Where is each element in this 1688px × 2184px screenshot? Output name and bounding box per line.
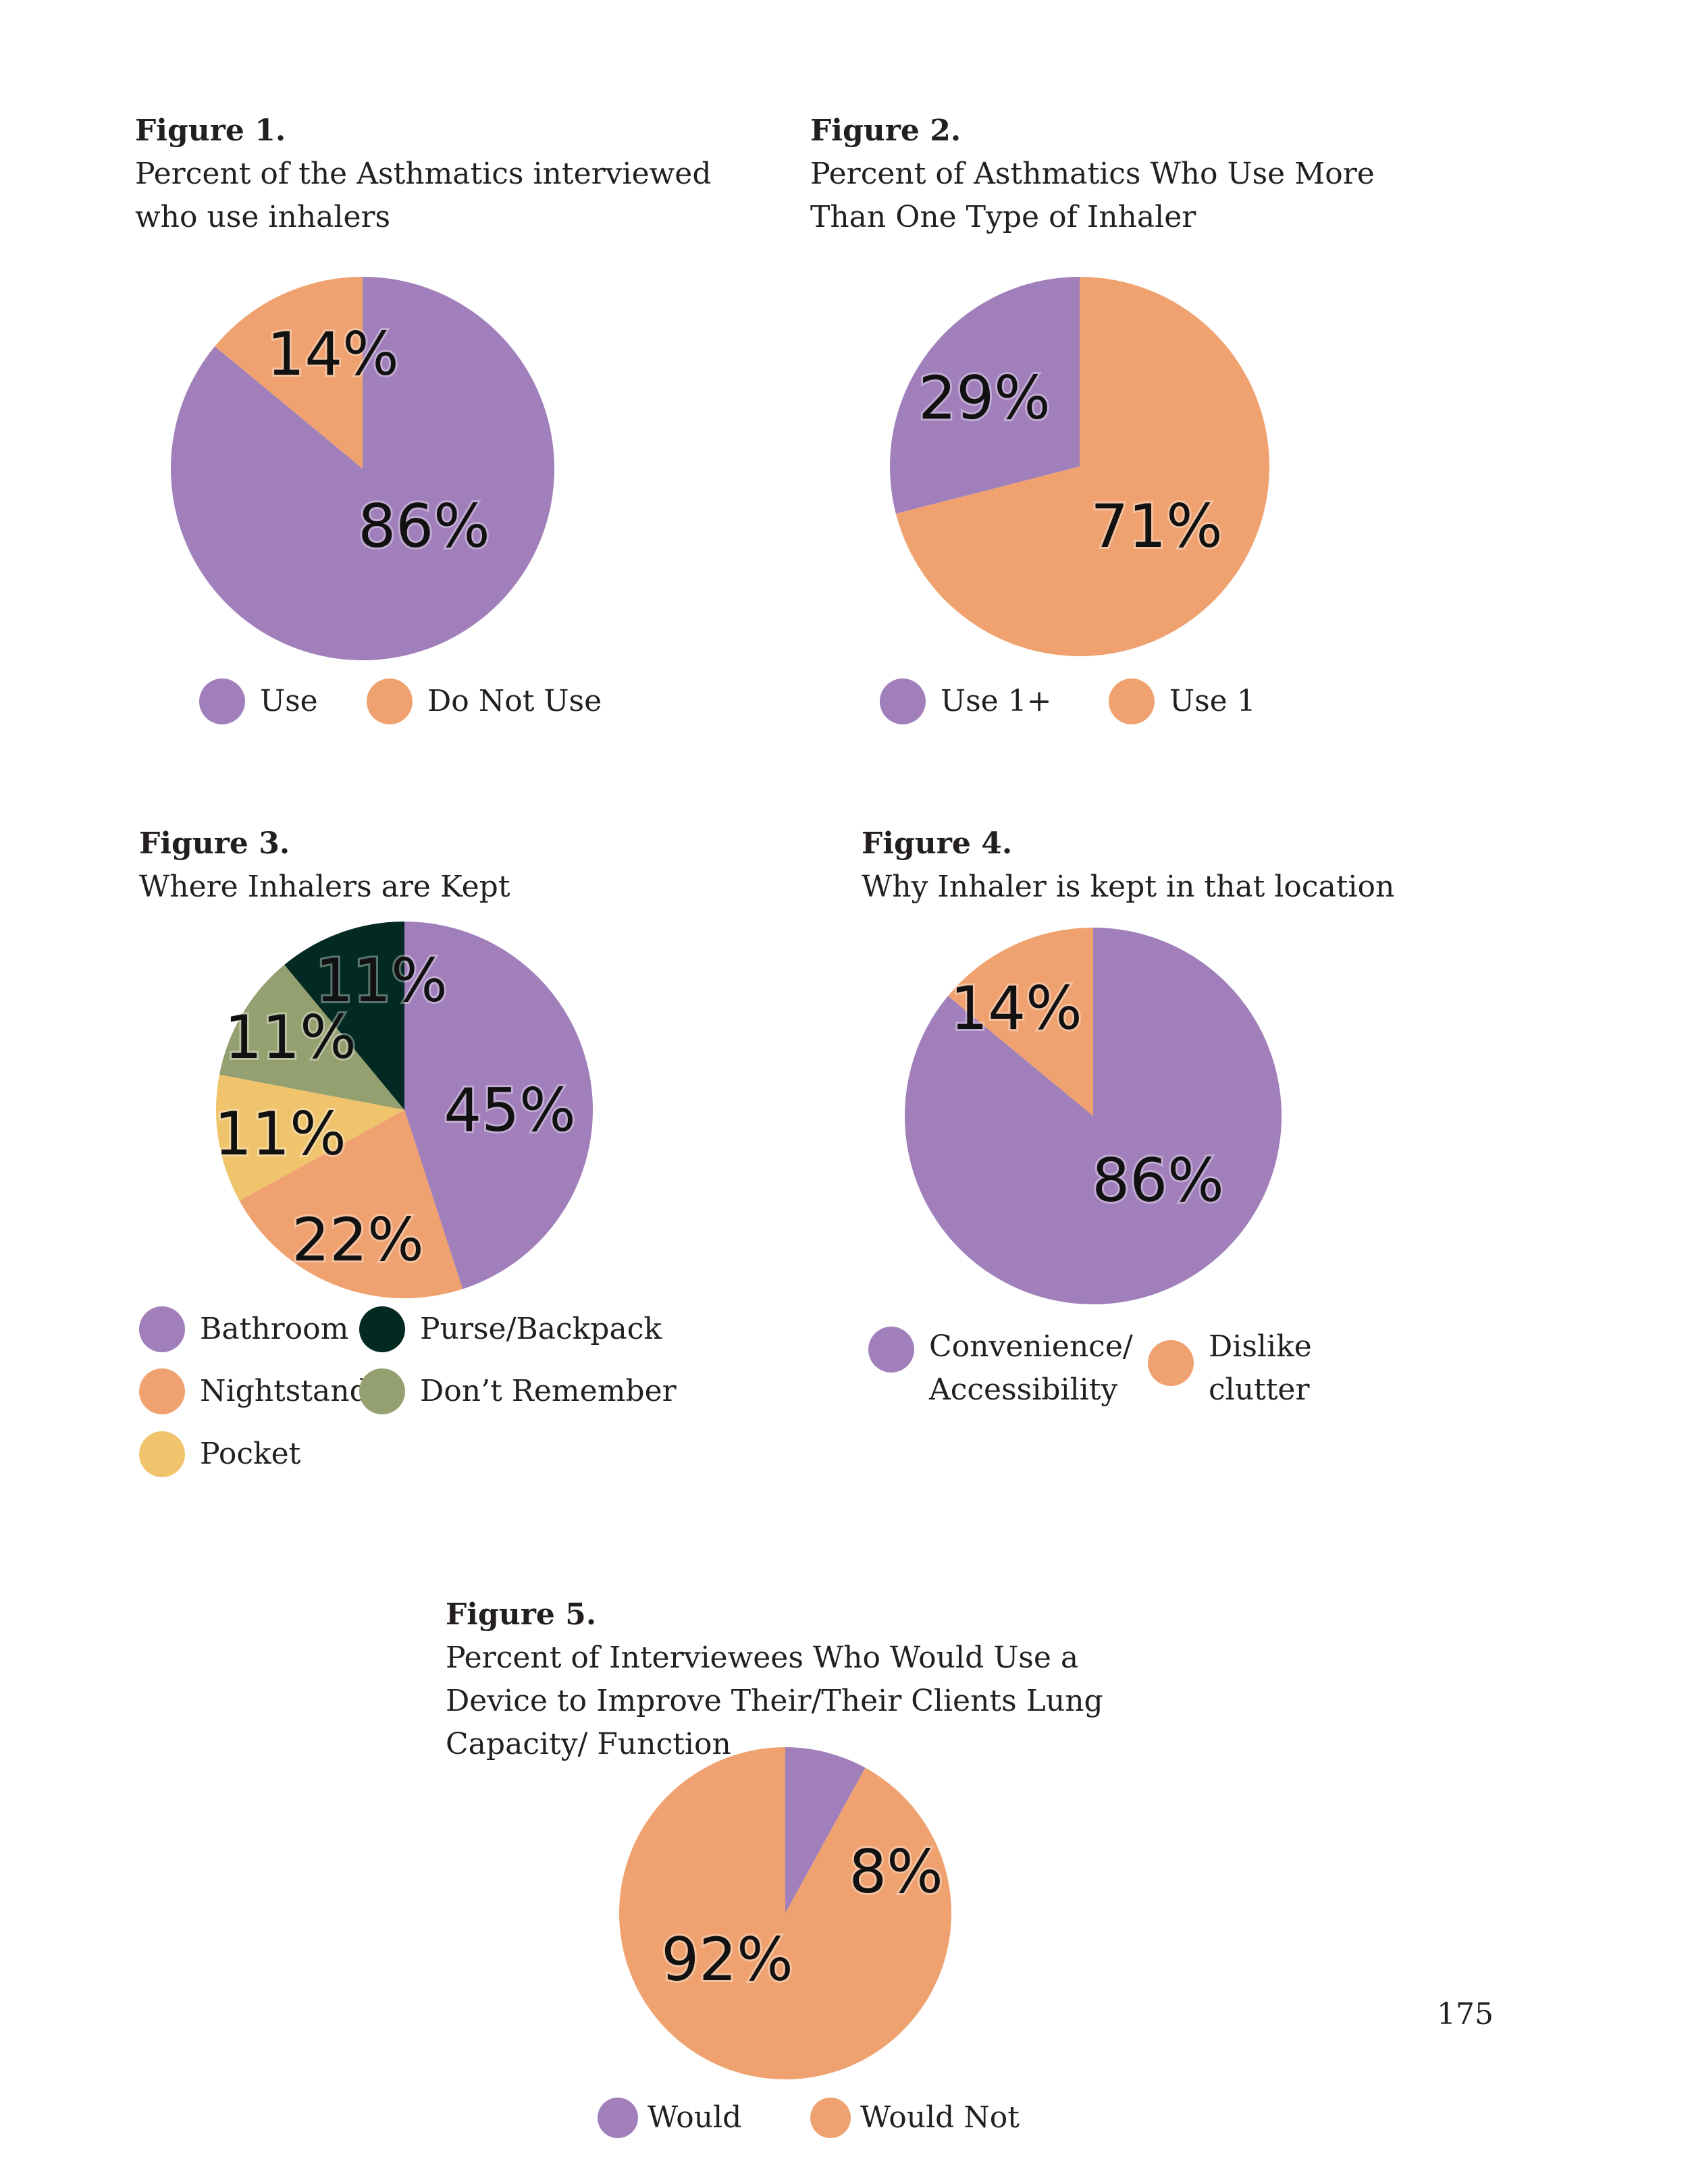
figure-5-label: Figure 5. <box>446 1597 597 1632</box>
legend-label-dont-remember: Don’t Remember <box>420 1374 677 1408</box>
pie-slice-would <box>785 1747 866 1913</box>
legend-item-do-not-use: Do Not Use <box>367 678 602 724</box>
legend-label-would-not: Would Not <box>860 2100 1020 2135</box>
pie-slice-purse-backpack <box>284 922 404 1110</box>
figure-3-label: Figure 3. <box>139 826 290 861</box>
figure-2-title: Percent of Asthmatics Who Use More Than … <box>810 157 1375 234</box>
page-number: 175 <box>1437 1997 1494 2031</box>
legend-swatch-nightstand <box>139 1368 185 1414</box>
figure-1-pie-chart: 86% 14% <box>171 277 555 660</box>
figure-5-header: Figure 5. Percent of Interviewees Who Wo… <box>446 1593 1134 1766</box>
legend-swatch-dislike-clutter <box>1148 1340 1194 1386</box>
legend-item-nightstand: Nightstand <box>139 1368 369 1414</box>
pie-slice-would-not <box>619 1747 951 2079</box>
pie-slice-nightstand <box>239 1110 463 1298</box>
legend-item-would-not: Would Not <box>810 2096 1020 2139</box>
pie-slice-use <box>171 277 555 660</box>
legend-swatch-use-1 <box>1109 678 1155 724</box>
legend-item-use-1: Use 1 <box>1109 678 1256 724</box>
figure-1-title: Percent of the Asthmatics interviewed wh… <box>135 157 712 234</box>
legend-swatch-convenience-accessibility <box>868 1327 914 1373</box>
legend-label-use-1-plus: Use 1+ <box>941 684 1052 718</box>
legend-swatch-purse-backpack <box>359 1306 405 1352</box>
legend-swatch-do-not-use <box>367 678 413 724</box>
legend-item-dont-remember: Don’t Remember <box>359 1368 677 1414</box>
legend-item-use: Use <box>199 678 318 724</box>
pie-slice-use-1 <box>895 277 1269 657</box>
figure-1-label: Figure 1. <box>135 113 286 148</box>
figure-2-header: Figure 2. Percent of Asthmatics Who Use … <box>810 109 1418 239</box>
slice-label-nightstand: 22% <box>292 1205 424 1275</box>
slice-label-pocket: 11% <box>214 1099 346 1169</box>
legend-label-nightstand: Nightstand <box>200 1374 369 1408</box>
figure-3-title: Where Inhalers are Kept <box>139 870 510 904</box>
legend-label-bathroom: Bathroom <box>200 1312 349 1346</box>
slice-label-use-1-plus: 29% <box>918 363 1051 433</box>
legend-swatch-use <box>199 678 245 724</box>
pie-slice-do-not-use <box>215 277 363 469</box>
legend-label-use: Use <box>260 684 318 718</box>
figure-5-pie-chart: 8% 92% <box>619 1747 951 2079</box>
legend-label-use-1: Use 1 <box>1169 684 1256 718</box>
legend-swatch-pocket <box>139 1431 185 1477</box>
pie-slice-dislike-clutter <box>948 928 1093 1116</box>
legend-label-pocket: Pocket <box>200 1437 301 1471</box>
legend-label-purse-backpack: Purse/Backpack <box>420 1312 662 1346</box>
slice-label-use-1: 71% <box>1090 491 1223 561</box>
slice-label-dislike-clutter: 14% <box>950 974 1082 1043</box>
figure-4-label: Figure 4. <box>862 826 1013 861</box>
legend-item-dislike-clutter: Dislike clutter <box>1148 1325 1344 1412</box>
figure-4-title: Why Inhaler is kept in that location <box>862 870 1395 904</box>
legend-label-dislike-clutter: Dislike clutter <box>1209 1329 1312 1407</box>
figure-5-title: Percent of Interviewees Who Would Use a … <box>446 1641 1103 1761</box>
slice-label-use: 86% <box>358 491 490 561</box>
legend-swatch-use-1-plus <box>880 678 926 724</box>
legend-swatch-bathroom <box>139 1306 185 1352</box>
figure-3-pie-chart: 45% 22% 11% 11% 11% <box>212 922 593 1298</box>
figure-3-header: Figure 3. Where Inhalers are Kept <box>139 822 747 909</box>
slice-label-bathroom: 45% <box>444 1075 576 1145</box>
legend-item-bathroom: Bathroom <box>139 1306 348 1352</box>
slice-label-dont-remember: 11% <box>224 1003 357 1072</box>
legend-label-do-not-use: Do Not Use <box>427 684 602 718</box>
slice-label-convenience-accessibility: 86% <box>1092 1146 1224 1215</box>
figure-4-header: Figure 4. Why Inhaler is kept in that lo… <box>862 822 1469 909</box>
slice-label-would-not: 92% <box>661 1925 793 1994</box>
pie-slice-pocket <box>216 1074 404 1201</box>
pie-slice-dont-remember <box>219 965 404 1110</box>
legend-label-would: Would <box>648 2100 742 2135</box>
slice-label-do-not-use: 14% <box>267 319 399 389</box>
legend-item-purse-backpack: Purse/Backpack <box>359 1306 662 1352</box>
pie-slice-use-1-plus <box>890 277 1080 514</box>
legend-item-convenience-accessibility: Convenience/ Accessibility <box>868 1325 1133 1412</box>
legend-item-use-1-plus: Use 1+ <box>880 678 1052 724</box>
legend-item-would: Would <box>598 2096 741 2139</box>
legend-swatch-would-not <box>810 2098 851 2138</box>
slice-label-would: 8% <box>849 1837 943 1907</box>
legend-swatch-would <box>598 2098 638 2138</box>
pie-slice-bathroom <box>404 922 593 1289</box>
figure-2-label: Figure 2. <box>810 113 961 148</box>
legend-item-pocket: Pocket <box>139 1431 300 1477</box>
slice-label-purse-backpack: 11% <box>315 946 448 1015</box>
legend-swatch-dont-remember <box>359 1368 405 1414</box>
figure-2-pie-chart: 71% 29% <box>890 277 1269 657</box>
figure-1-header: Figure 1. Percent of the Asthmatics inte… <box>135 109 743 239</box>
figure-4-pie-chart: 86% 14% <box>905 928 1282 1304</box>
legend-label-convenience-accessibility: Convenience/ Accessibility <box>929 1329 1133 1407</box>
